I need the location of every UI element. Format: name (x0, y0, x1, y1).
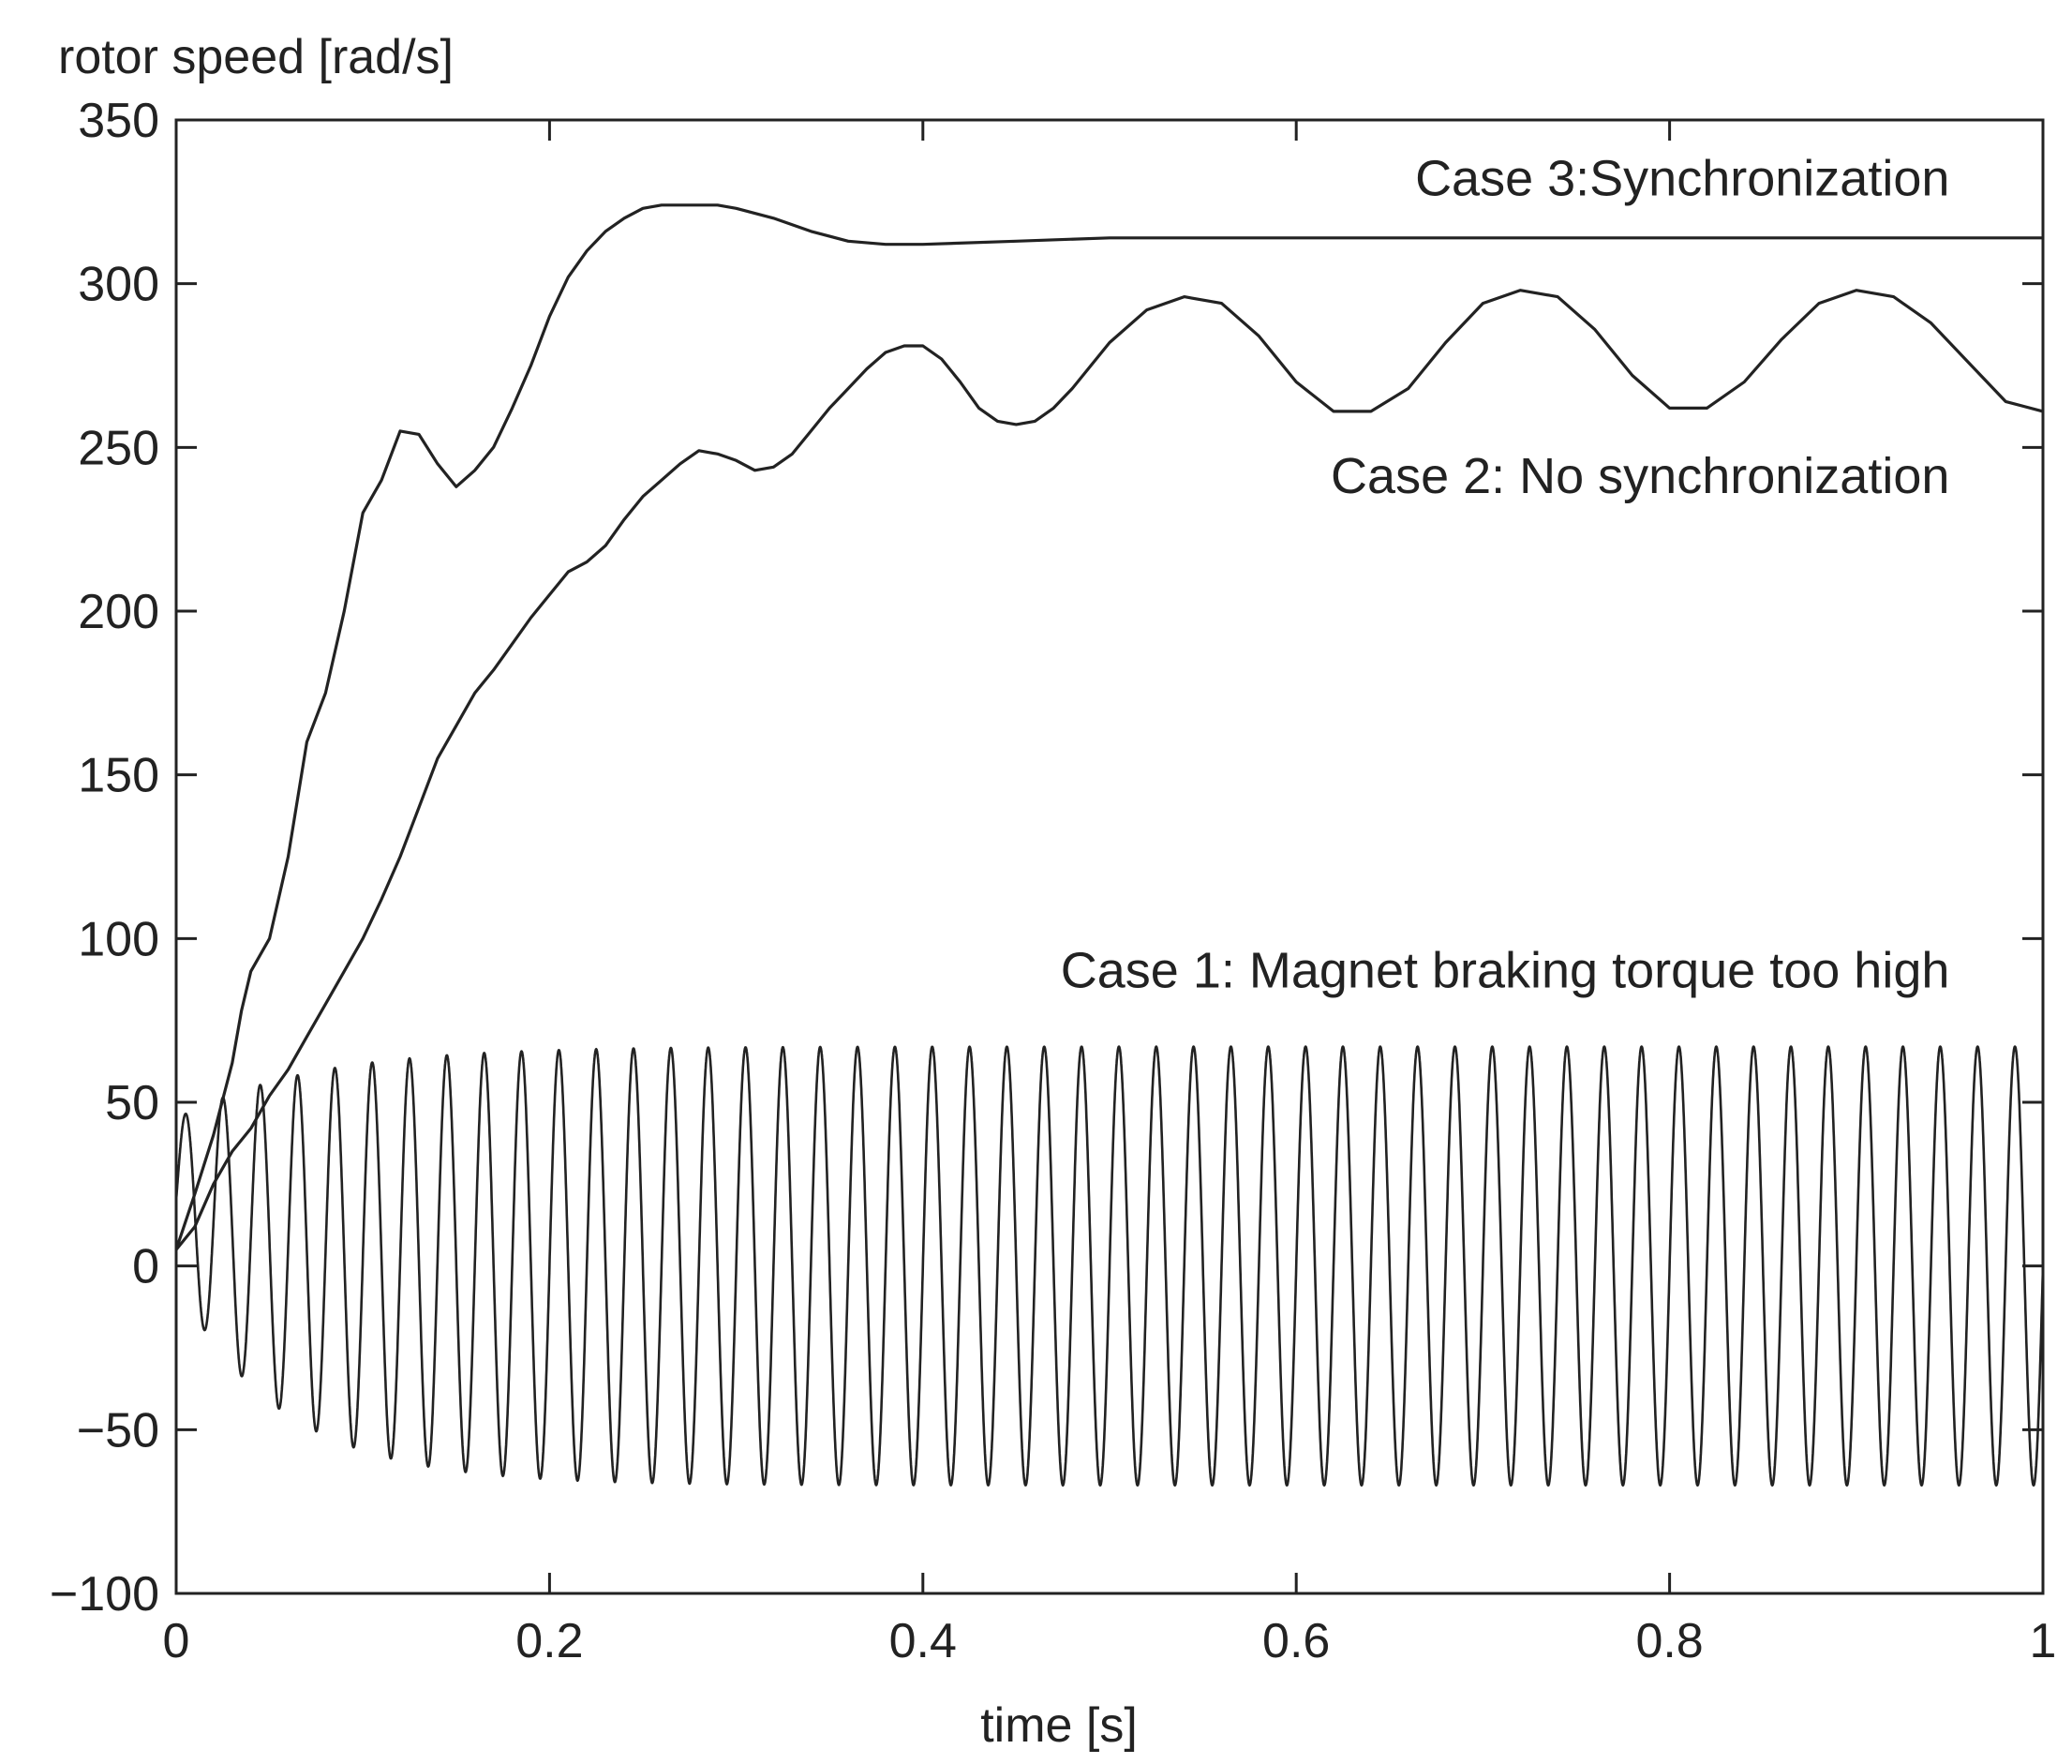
y-tick-label: 250 (78, 421, 159, 475)
y-tick-label: −100 (50, 1567, 159, 1622)
y-tick-label: 100 (78, 912, 159, 966)
x-tick-label: 0.4 (889, 1614, 957, 1668)
y-tick-label: −50 (77, 1403, 159, 1458)
series-line-case-2 (174, 289, 2044, 1251)
y-tick-label: 300 (78, 258, 159, 312)
annotations: Case 3:Synchronization Case 2: No synchro… (1061, 150, 1950, 998)
y-tick-label: 0 (132, 1240, 159, 1294)
x-axis-label: time [s] (980, 1698, 1138, 1753)
x-tick-label: 0.8 (1635, 1614, 1703, 1668)
annotation-label-3: Case 1: Magnet braking torque too high (1061, 943, 1950, 999)
x-tick-label: 0 (163, 1614, 190, 1668)
x-tick-label: 0.6 (1262, 1614, 1330, 1668)
plot-frame (174, 118, 2045, 1595)
axis-ticks: 0 0.2 0.4 0.6 0.8 1 −100 −50 0 50 100 150 200 250 300 3… (50, 94, 2057, 1668)
y-axis-label: rotor speed [rad/s] (58, 30, 454, 84)
x-tick-label: 0.2 (515, 1614, 583, 1668)
y-tick-label: 50 (105, 1076, 159, 1130)
y-tick-label: 150 (78, 749, 159, 803)
plot-lines (174, 203, 2045, 1487)
annotation-label-1: Case 3:Synchronization (1415, 150, 1949, 206)
series-line-case-1 (174, 1045, 2045, 1487)
series-line-case-3 (174, 203, 2043, 1250)
y-tick-label: 200 (78, 585, 159, 639)
x-tick-label: 1 (2030, 1614, 2057, 1668)
y-tick-label: 350 (78, 94, 159, 148)
annotation-label-2: Case 2: No synchronization (1331, 448, 1949, 504)
